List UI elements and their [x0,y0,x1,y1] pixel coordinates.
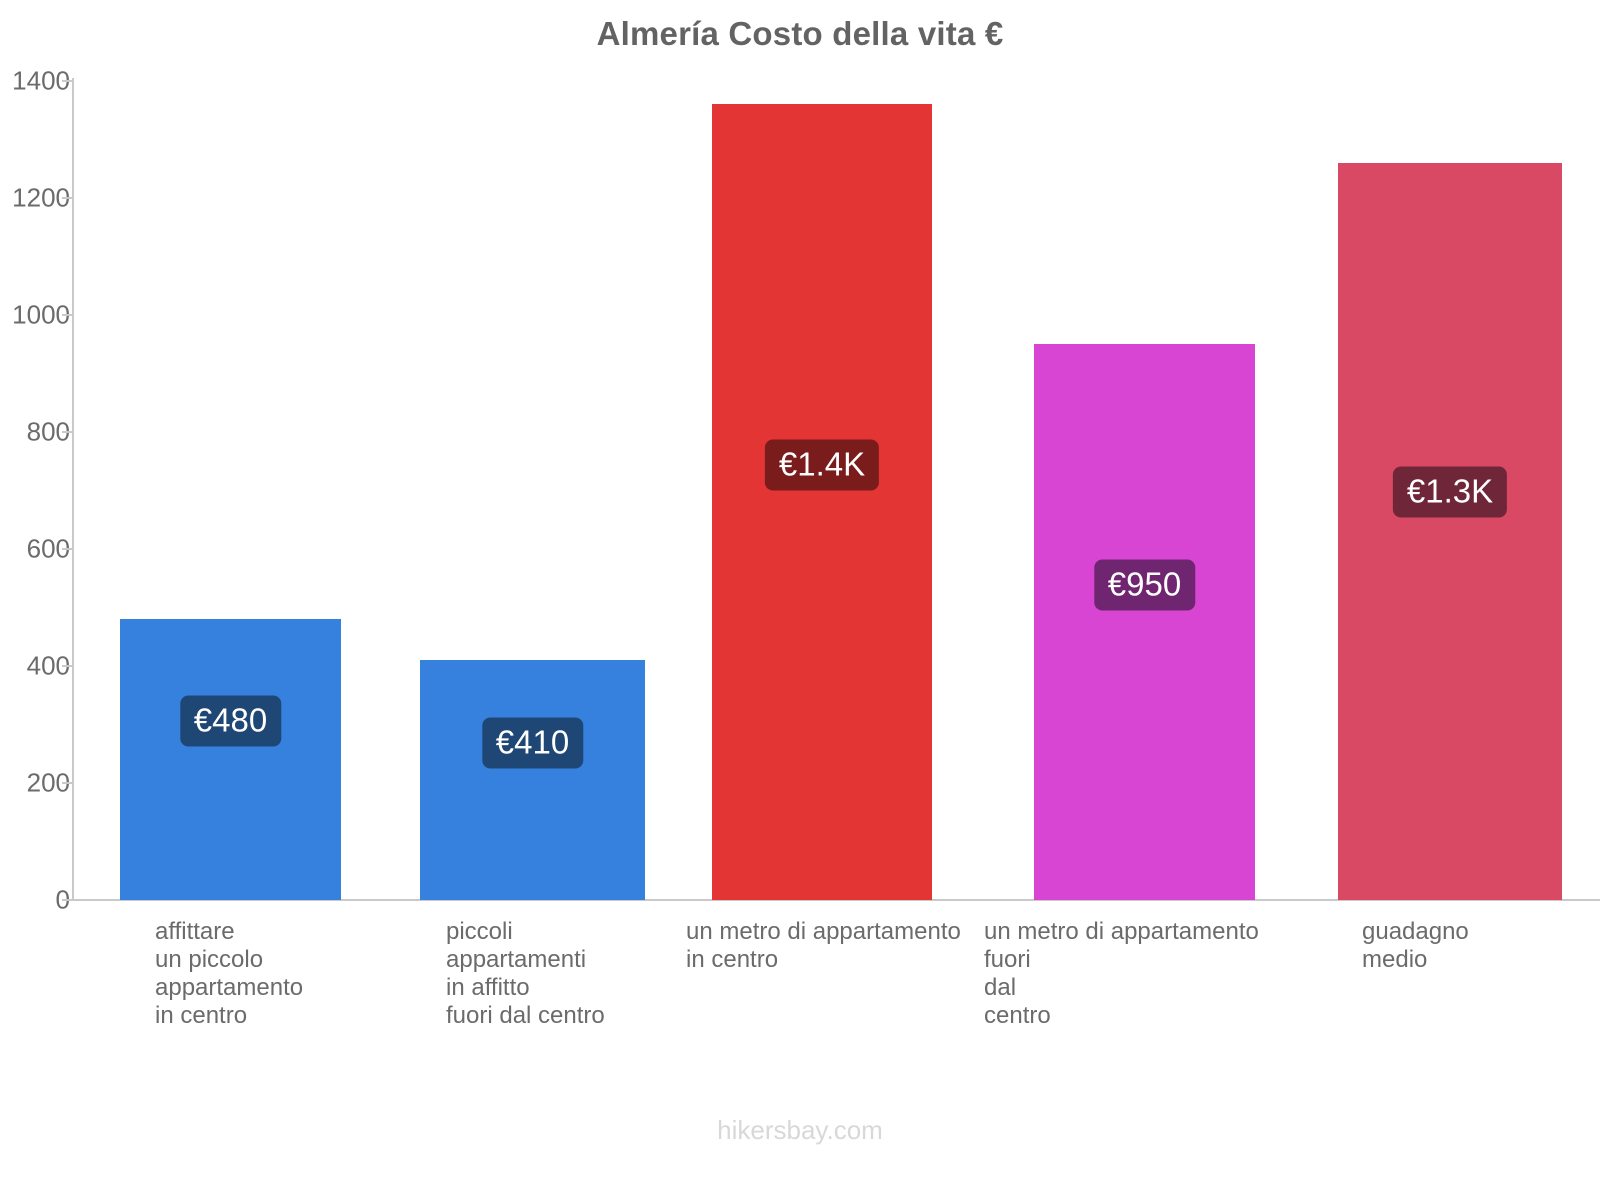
y-axis-tick-mark [62,899,74,901]
y-axis-tick-mark [62,548,74,550]
y-axis-tick-label: 600 [26,533,70,564]
bar[interactable]: €480 [120,619,341,900]
y-axis-tick-label: 1200 [12,182,70,213]
plot-area: 0 200 400 600 800 1000 1200 1400 €480 €410 €1.4K €… [12,65,1600,1030]
bar-value-label: €950 [1093,559,1196,611]
y-axis-tick-mark [62,197,74,199]
bar-value-label: €480 [179,695,282,747]
bar[interactable]: €1.3K [1338,162,1562,900]
y-axis-tick-label: 1000 [12,299,70,330]
y-axis-tick-label: 1400 [12,65,70,96]
y-axis-line [72,78,74,900]
x-axis-category-label: un metro di appartamento fuori dal centr… [984,918,1259,1030]
chart-title: Almería Costo della vita € [596,15,1004,52]
y-axis-tick-mark [62,431,74,433]
bar[interactable]: €950 [1034,344,1255,900]
y-axis-tick-mark [62,782,74,784]
bar-value-label: €1.4K [764,439,880,491]
y-axis-tick-mark [62,665,74,667]
x-axis-category-label: affittare un piccolo appartamento in cen… [155,918,304,1030]
bar[interactable]: €410 [420,660,645,900]
bar-value-label: €1.3K [1392,466,1508,518]
x-axis-category-label: piccoli appartamenti in affitto fuori da… [446,918,605,1030]
watermark-label: hikersbay.com [717,1115,883,1145]
x-axis-category-label: guadagno medio [1362,918,1469,974]
y-axis-tick-label: 0 [55,884,70,915]
y-axis-tick-mark [62,80,74,82]
bar[interactable]: €1.4K [712,104,932,900]
x-axis-line [72,899,1600,901]
bar-value-label: €410 [481,717,584,769]
y-axis-tick-label: 200 [26,767,70,798]
y-axis-tick-label: 800 [26,416,70,447]
y-axis-tick-label: 400 [26,650,70,681]
y-axis-tick-mark [62,314,74,316]
x-axis-category-label: un metro di appartamento in centro [686,918,961,974]
